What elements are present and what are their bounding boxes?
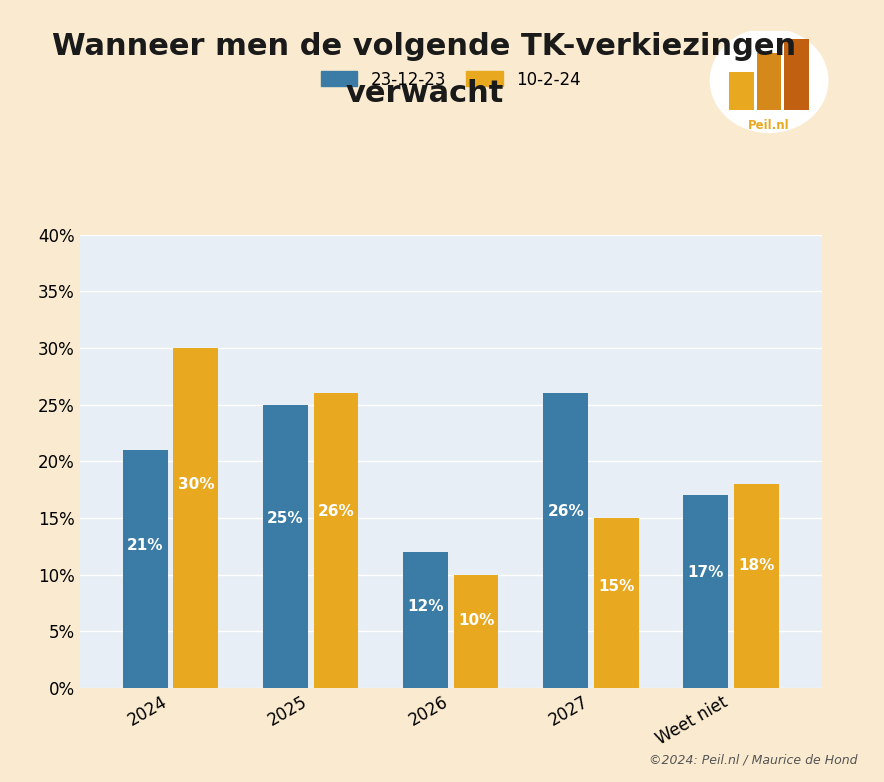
Text: 26%: 26% — [317, 504, 354, 518]
Text: 18%: 18% — [738, 558, 774, 573]
Text: 25%: 25% — [267, 511, 304, 526]
FancyBboxPatch shape — [729, 72, 754, 110]
Bar — [263, 405, 308, 688]
Text: 17%: 17% — [688, 565, 724, 580]
Bar — [594, 518, 638, 688]
Bar — [403, 552, 448, 688]
Bar — [453, 575, 499, 688]
Text: verwacht: verwacht — [345, 79, 504, 109]
Text: 30%: 30% — [178, 476, 214, 492]
Text: Wanneer men de volgende TK-verkiezingen: Wanneer men de volgende TK-verkiezingen — [52, 32, 796, 62]
Legend: 23-12-23, 10-2-24: 23-12-23, 10-2-24 — [321, 70, 581, 88]
FancyBboxPatch shape — [757, 53, 781, 110]
Text: 21%: 21% — [127, 538, 164, 553]
Text: Peil.nl: Peil.nl — [748, 119, 790, 132]
Text: 15%: 15% — [598, 579, 635, 594]
Text: 12%: 12% — [408, 599, 444, 614]
Bar — [734, 484, 779, 688]
Bar — [314, 393, 358, 688]
Bar — [544, 393, 588, 688]
FancyBboxPatch shape — [784, 39, 809, 110]
Bar — [683, 496, 728, 688]
Text: 26%: 26% — [547, 504, 584, 518]
Bar — [123, 450, 168, 688]
Text: 10%: 10% — [458, 612, 494, 628]
Bar — [173, 348, 218, 688]
Text: ©2024: Peil.nl / Maurice de Hond: ©2024: Peil.nl / Maurice de Hond — [649, 753, 857, 766]
Circle shape — [710, 28, 828, 133]
